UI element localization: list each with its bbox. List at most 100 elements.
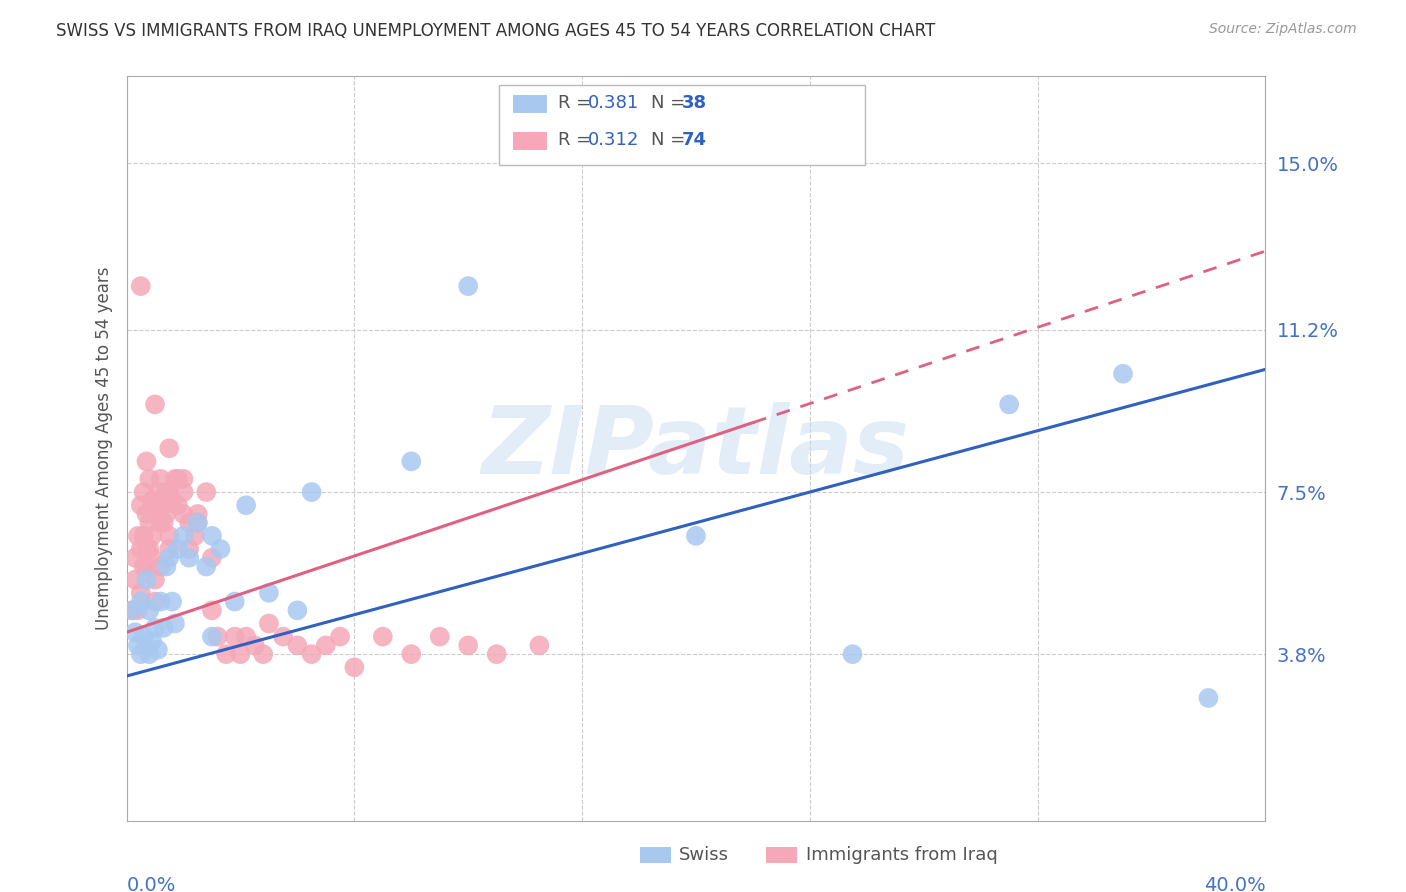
Point [129, 594, 152, 608]
Point [160, 493, 183, 508]
Point [329, 630, 352, 644]
Point [157, 442, 180, 455]
Point [257, 616, 280, 631]
Point [143, 594, 166, 608]
Point [143, 498, 166, 512]
Point [166, 541, 188, 556]
Point [179, 541, 201, 556]
Point [135, 507, 157, 521]
Point [401, 647, 423, 661]
Point [149, 559, 172, 574]
Text: 74: 74 [682, 131, 707, 149]
Text: 0.0%: 0.0% [127, 876, 176, 892]
Point [157, 541, 180, 556]
Point [301, 647, 323, 661]
Point [685, 529, 707, 543]
Point [132, 529, 155, 543]
Point [143, 621, 166, 635]
Point [129, 586, 152, 600]
Point [287, 639, 309, 653]
Point [201, 550, 224, 565]
Point [143, 397, 166, 411]
Point [127, 529, 149, 543]
Point [141, 634, 163, 648]
Point [201, 630, 224, 644]
Point [252, 647, 274, 661]
Point [841, 647, 863, 661]
Point [138, 541, 160, 556]
Point [287, 603, 309, 617]
Point [160, 594, 183, 608]
Point [138, 647, 160, 661]
Point [149, 516, 172, 530]
Point [132, 630, 155, 644]
Point [1112, 367, 1135, 381]
Point [124, 550, 146, 565]
Point [485, 647, 508, 661]
Point [166, 498, 188, 512]
Point [229, 647, 252, 661]
Text: 40.0%: 40.0% [1204, 876, 1265, 892]
Text: 0.312: 0.312 [588, 131, 640, 149]
Point [149, 472, 172, 486]
Point [135, 541, 157, 556]
Point [457, 279, 479, 293]
Point [315, 639, 337, 653]
Point [152, 498, 174, 512]
Point [172, 529, 194, 543]
Point [235, 498, 257, 512]
Point [163, 472, 186, 486]
Text: Immigrants from Iraq: Immigrants from Iraq [806, 846, 997, 863]
Point [129, 279, 152, 293]
Point [141, 493, 163, 508]
Text: R =: R = [558, 95, 598, 112]
Point [141, 550, 163, 565]
Point [235, 630, 257, 644]
Point [998, 397, 1021, 411]
Text: R =: R = [558, 131, 598, 149]
Text: ZIPatlas: ZIPatlas [482, 402, 910, 494]
Point [155, 559, 177, 574]
Point [152, 621, 174, 635]
Text: N =: N = [651, 95, 690, 112]
Point [129, 498, 152, 512]
Text: N =: N = [651, 131, 690, 149]
Point [127, 603, 149, 617]
Point [152, 516, 174, 530]
Point [121, 603, 143, 617]
Point [155, 507, 177, 521]
Point [224, 630, 246, 644]
Point [1198, 690, 1220, 705]
Point [172, 472, 194, 486]
Point [529, 639, 551, 653]
Point [146, 507, 169, 521]
Point [135, 559, 157, 574]
Point [301, 485, 323, 500]
Point [124, 573, 146, 587]
Point [243, 639, 266, 653]
Point [209, 541, 232, 556]
Point [187, 516, 209, 530]
Text: Source: ZipAtlas.com: Source: ZipAtlas.com [1209, 22, 1357, 37]
Point [146, 485, 169, 500]
Point [124, 625, 146, 640]
Point [157, 485, 180, 500]
Point [157, 550, 180, 565]
Point [457, 639, 479, 653]
Point [129, 541, 152, 556]
Point [157, 529, 180, 543]
Text: Swiss: Swiss [679, 846, 730, 863]
Point [179, 516, 201, 530]
Point [179, 550, 201, 565]
Point [141, 529, 163, 543]
Point [135, 454, 157, 468]
Point [343, 660, 366, 674]
Point [187, 516, 209, 530]
Point [207, 630, 229, 644]
Point [129, 647, 152, 661]
Point [187, 507, 209, 521]
Point [257, 586, 280, 600]
Point [146, 642, 169, 657]
Point [163, 616, 186, 631]
Point [138, 516, 160, 530]
